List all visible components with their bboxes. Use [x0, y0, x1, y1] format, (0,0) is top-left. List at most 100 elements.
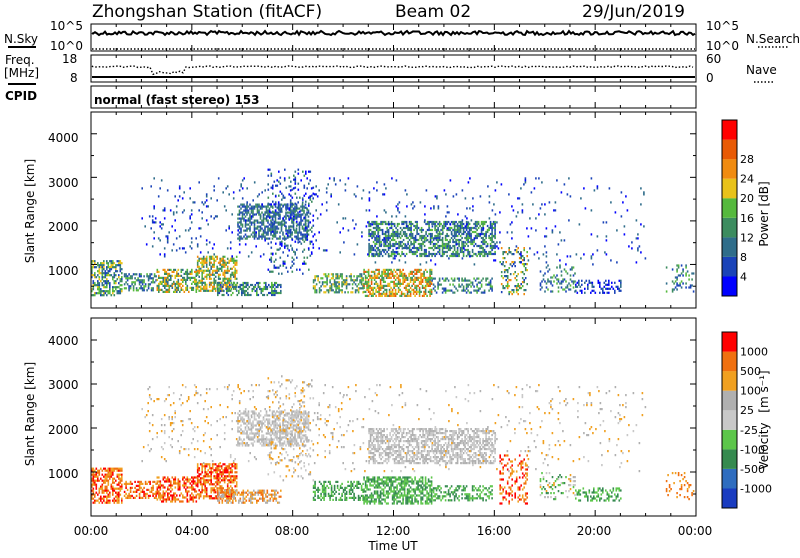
- data-pixel: [242, 204, 244, 206]
- data-pixel: [204, 485, 206, 487]
- data-pixel: [240, 204, 242, 206]
- data-pixel: [302, 236, 304, 238]
- data-pixel: [130, 285, 132, 287]
- data-pixel: [457, 227, 459, 229]
- data-pixel: [458, 239, 460, 241]
- data-pixel: [475, 231, 477, 233]
- data-pixel: [376, 253, 378, 255]
- data-pixel: [245, 206, 247, 208]
- data-pixel: [117, 494, 119, 496]
- data-pixel: [219, 260, 221, 262]
- data-pixel: [173, 492, 175, 494]
- data-pixel: [278, 201, 280, 203]
- data-pixel: [152, 215, 154, 217]
- data-pixel: [451, 255, 453, 257]
- data-pixel: [580, 257, 582, 259]
- data-pixel: [599, 286, 601, 288]
- data-pixel: [194, 277, 196, 279]
- data-pixel: [371, 247, 373, 249]
- data-pixel: [248, 218, 250, 220]
- data-pixel: [431, 247, 433, 249]
- data-pixel: [230, 247, 232, 249]
- data-pixel: [413, 279, 415, 281]
- data-pixel: [196, 476, 198, 478]
- data-pixel: [581, 290, 583, 292]
- data-pixel: [252, 199, 254, 201]
- data-pixel: [400, 245, 402, 247]
- data-pixel: [434, 221, 436, 223]
- data-pixel: [194, 496, 196, 498]
- data-pixel: [286, 187, 288, 189]
- data-pixel: [273, 292, 275, 294]
- data-pixel: [407, 229, 409, 231]
- data-pixel: [425, 237, 427, 239]
- data-pixel: [353, 281, 355, 283]
- data-pixel: [365, 279, 367, 281]
- data-pixel: [290, 195, 292, 197]
- data-pixel: [262, 288, 264, 290]
- data-pixel: [228, 502, 230, 504]
- data-pixel: [550, 276, 552, 278]
- data-pixel: [590, 282, 592, 284]
- data-pixel: [222, 274, 224, 276]
- data-pixel: [522, 285, 524, 287]
- data-pixel: [94, 292, 96, 294]
- data-pixel: [443, 247, 445, 249]
- data-pixel: [425, 287, 427, 289]
- data-pixel: [513, 253, 515, 255]
- data-pixel: [155, 217, 157, 219]
- data-pixel: [446, 233, 448, 235]
- data-pixel: [666, 266, 668, 268]
- data-pixel: [568, 288, 570, 290]
- data-pixel: [103, 276, 105, 278]
- data-pixel: [97, 284, 99, 286]
- data-pixel: [305, 239, 307, 241]
- data-pixel: [299, 226, 301, 228]
- data-pixel: [234, 475, 236, 477]
- data-pixel: [404, 277, 406, 279]
- data-pixel: [404, 279, 406, 281]
- data-pixel: [484, 292, 486, 294]
- data-pixel: [216, 258, 218, 260]
- data-pixel: [239, 212, 241, 214]
- data-pixel: [409, 239, 411, 241]
- data-pixel: [206, 219, 208, 221]
- data-pixel: [112, 500, 114, 502]
- data-pixel: [481, 241, 483, 243]
- data-pixel: [522, 277, 524, 279]
- data-pixel: [146, 273, 148, 275]
- data-pixel: [416, 233, 418, 235]
- data-pixel: [210, 256, 212, 258]
- data-pixel: [185, 482, 187, 484]
- data-pixel: [249, 220, 251, 222]
- data-pixel: [200, 479, 202, 481]
- data-pixel: [442, 237, 444, 239]
- data-pixel: [134, 277, 136, 279]
- data-pixel: [302, 273, 304, 275]
- data-pixel: [204, 282, 206, 284]
- data-pixel: [198, 467, 200, 469]
- data-pixel: [194, 279, 196, 281]
- data-pixel: [413, 243, 415, 245]
- data-pixel: [249, 286, 251, 288]
- data-pixel: [105, 468, 107, 470]
- data-pixel: [207, 463, 209, 465]
- data-pixel: [439, 251, 441, 253]
- data-pixel: [93, 482, 95, 484]
- data-pixel: [175, 285, 177, 287]
- data-pixel: [282, 238, 284, 240]
- data-pixel: [571, 268, 573, 270]
- data-pixel: [149, 277, 151, 279]
- data-pixel: [172, 488, 174, 490]
- data-pixel: [221, 485, 223, 487]
- data-pixel: [115, 492, 117, 494]
- data-pixel: [491, 223, 493, 225]
- data-pixel: [157, 269, 159, 271]
- data-pixel: [359, 275, 361, 277]
- data-pixel: [395, 271, 397, 273]
- data-pixel: [571, 280, 573, 282]
- data-pixel: [242, 224, 244, 226]
- data-pixel: [258, 226, 260, 228]
- data-pixel: [387, 269, 389, 271]
- data-pixel: [391, 225, 393, 227]
